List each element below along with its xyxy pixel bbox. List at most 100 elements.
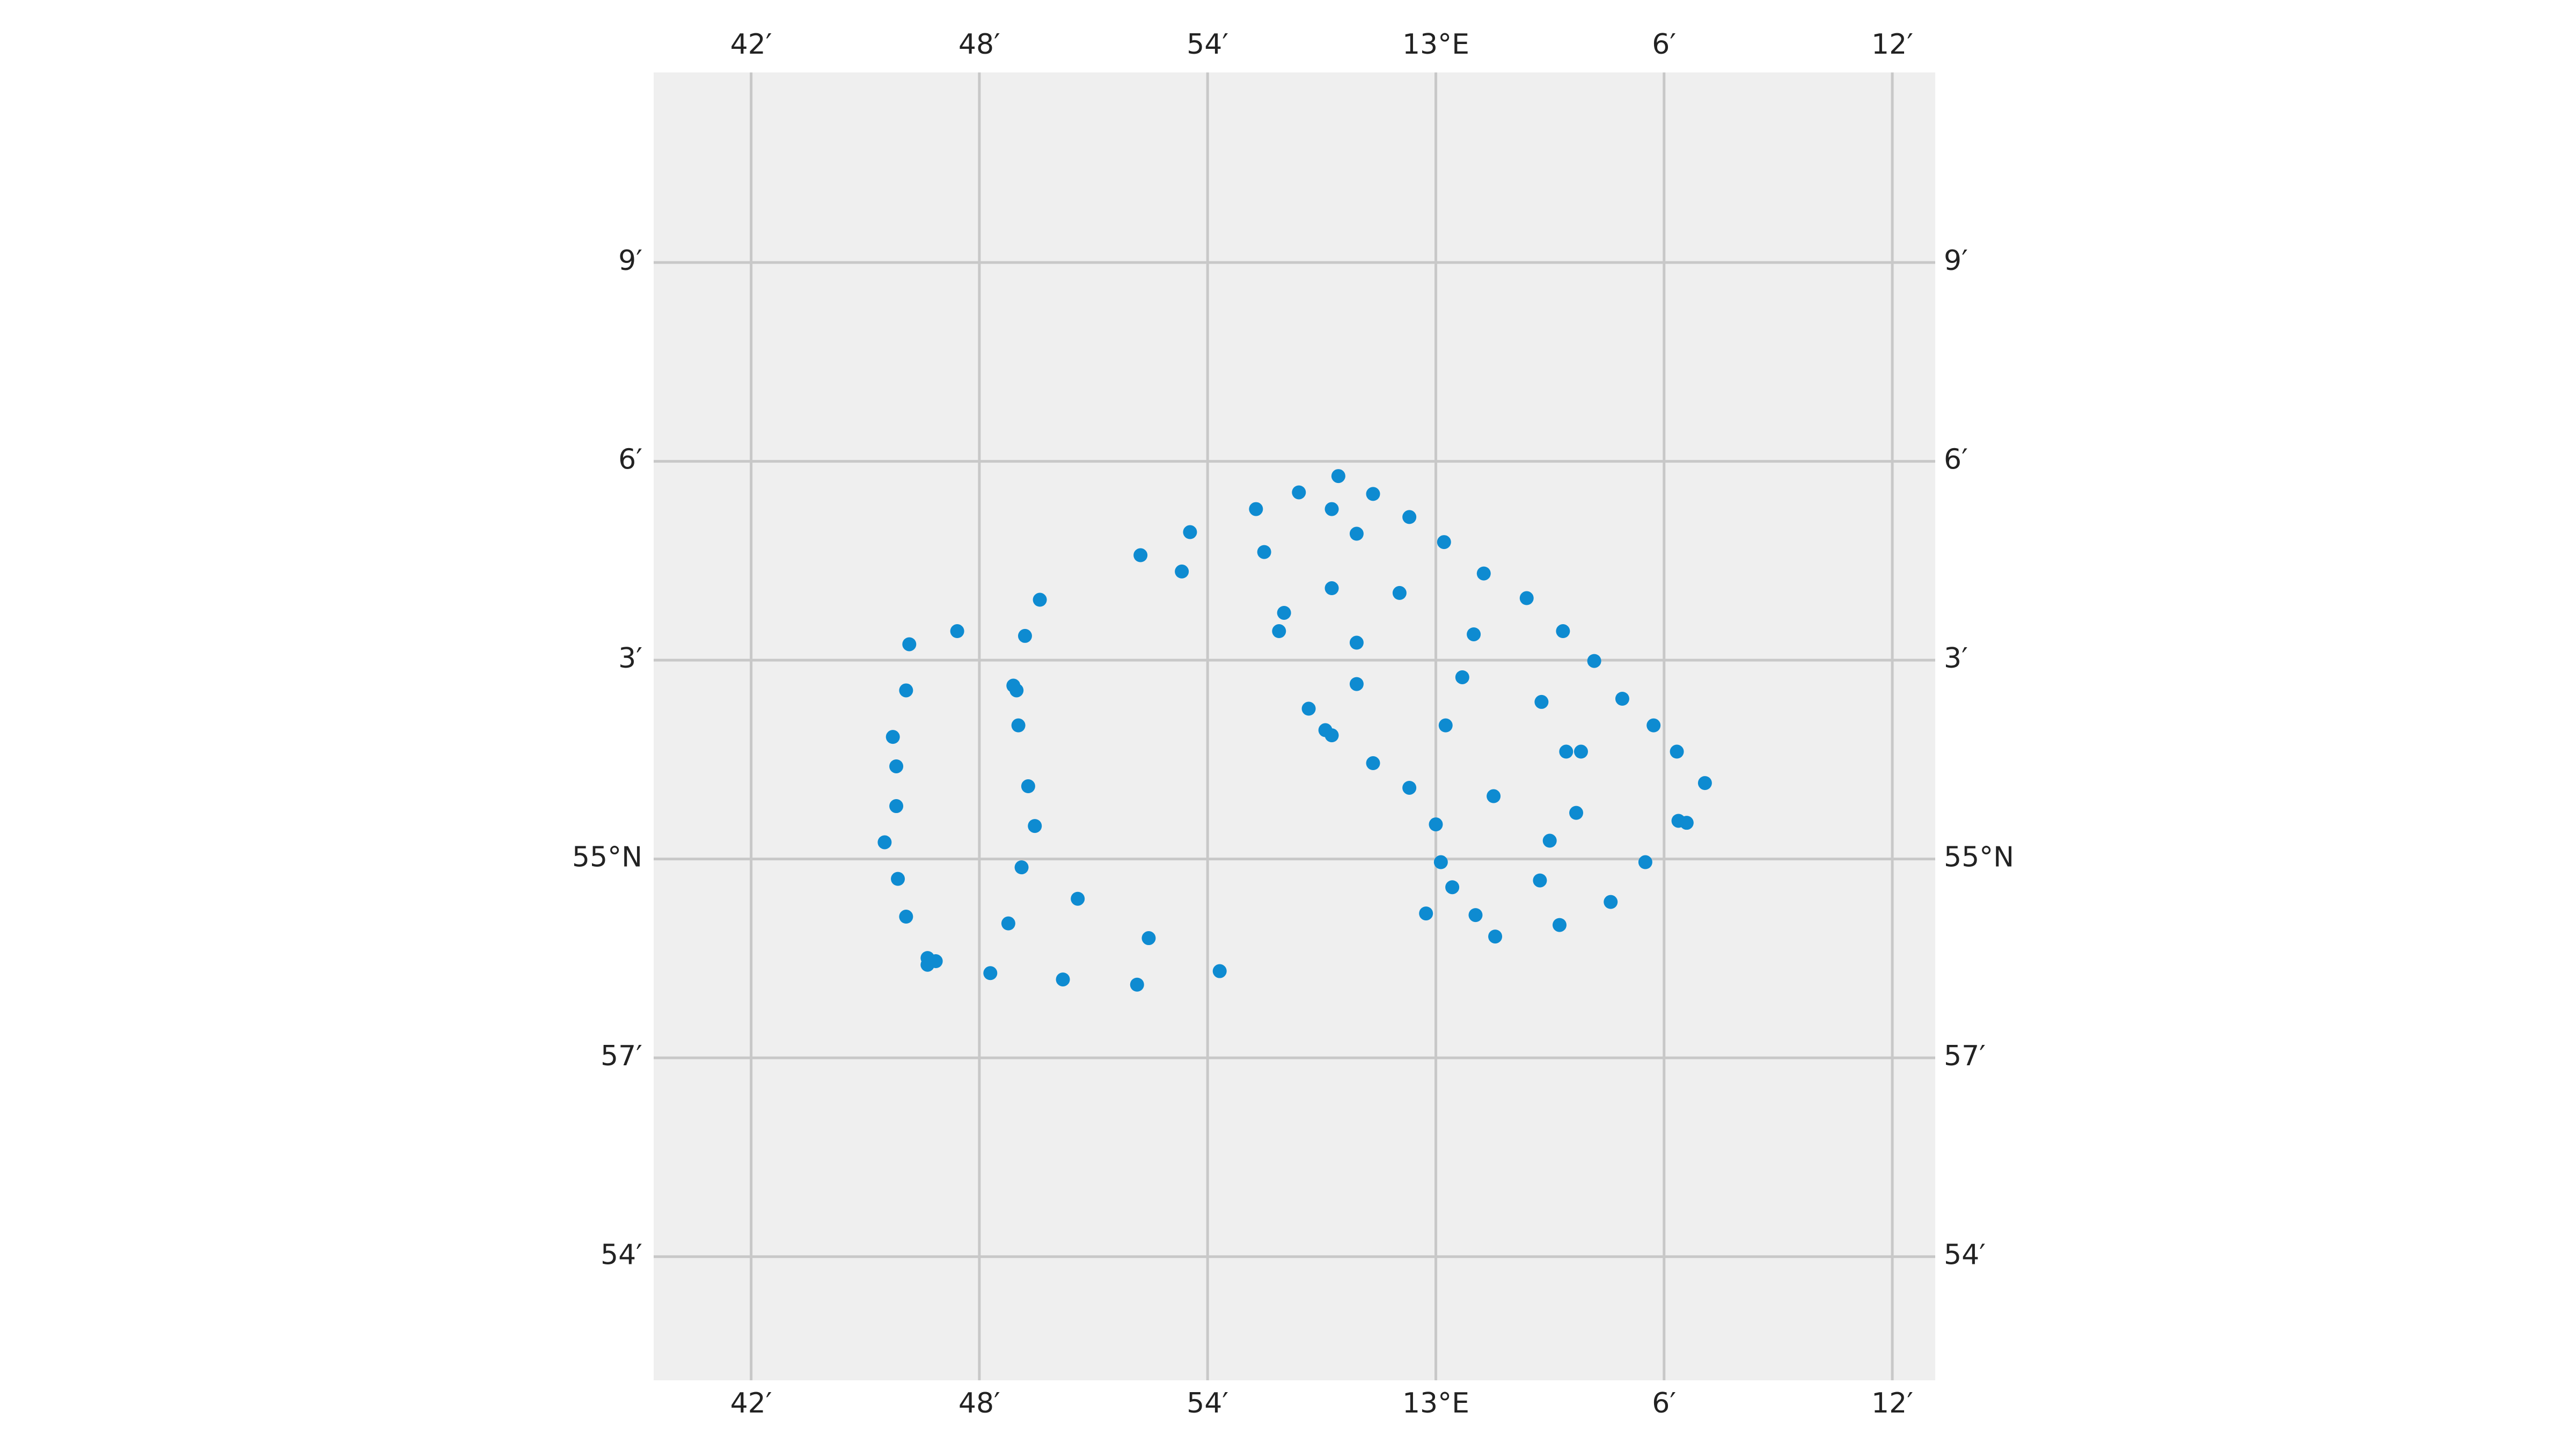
point xyxy=(1249,502,1263,516)
point xyxy=(1018,628,1032,643)
point xyxy=(1534,694,1549,709)
point xyxy=(889,799,904,814)
point xyxy=(1130,977,1144,992)
point xyxy=(1519,591,1534,605)
point xyxy=(1468,908,1483,923)
y-tick-label-right: 55°N xyxy=(1944,841,2014,874)
point xyxy=(877,835,892,850)
y-tick-label-left: 3′ xyxy=(618,642,642,675)
point xyxy=(1366,487,1380,501)
point xyxy=(1679,816,1694,830)
point xyxy=(1033,592,1047,607)
x-tick-label-bottom: 54′ xyxy=(1187,1387,1228,1419)
y-tick-label-left: 55°N xyxy=(572,841,642,874)
point xyxy=(1455,670,1469,684)
point xyxy=(899,910,913,924)
point xyxy=(1533,873,1547,888)
point xyxy=(1402,780,1417,795)
point xyxy=(1542,833,1557,848)
point xyxy=(1331,469,1345,484)
point xyxy=(889,759,904,773)
x-tick-label-bottom: 42′ xyxy=(730,1387,772,1419)
point xyxy=(1324,502,1339,516)
point xyxy=(1009,683,1024,698)
point xyxy=(1028,819,1042,833)
point xyxy=(1021,779,1035,794)
point xyxy=(1556,624,1570,639)
point xyxy=(1324,728,1339,743)
x-tick-label-bottom: 6′ xyxy=(1652,1387,1676,1419)
x-tick-label-top: 54′ xyxy=(1187,28,1228,61)
y-tick-label-left: 6′ xyxy=(618,444,642,476)
point xyxy=(1257,545,1271,559)
x-tick-label-bottom: 13°E xyxy=(1402,1387,1469,1419)
y-tick-label-left: 57′ xyxy=(601,1040,642,1072)
point xyxy=(1392,586,1407,600)
y-tick-label-right: 54′ xyxy=(1944,1239,1986,1271)
point xyxy=(1175,564,1189,579)
x-tick-label-bottom: 12′ xyxy=(1871,1387,1913,1419)
point xyxy=(1272,624,1286,639)
point xyxy=(950,624,964,639)
point xyxy=(891,872,905,886)
y-tick-label-left: 54′ xyxy=(601,1239,642,1271)
point xyxy=(1467,627,1481,641)
point xyxy=(1133,548,1148,562)
point xyxy=(902,637,917,652)
point xyxy=(1559,744,1574,759)
point xyxy=(1349,526,1364,541)
y-tick-label-left: 9′ xyxy=(618,245,642,277)
point xyxy=(1071,891,1085,906)
point xyxy=(1488,930,1503,944)
y-tick-label-right: 3′ xyxy=(1944,642,1968,675)
x-tick-label-top: 48′ xyxy=(958,28,1000,61)
point xyxy=(1445,880,1460,895)
x-tick-label-top: 12′ xyxy=(1871,28,1913,61)
y-tick-label-right: 9′ xyxy=(1944,245,1968,277)
point xyxy=(1301,701,1316,716)
point xyxy=(1212,964,1227,978)
point xyxy=(1615,692,1629,706)
point xyxy=(1438,718,1453,733)
point xyxy=(1419,906,1433,921)
point xyxy=(1587,654,1601,668)
point xyxy=(983,966,998,980)
point xyxy=(885,730,900,744)
point xyxy=(1183,525,1197,539)
point xyxy=(1141,931,1156,946)
point xyxy=(1487,789,1501,803)
point xyxy=(1366,756,1380,771)
point xyxy=(1552,918,1567,932)
point xyxy=(899,683,913,698)
y-tick-label-right: 57′ xyxy=(1944,1040,1986,1072)
point xyxy=(1574,744,1588,759)
point xyxy=(1569,806,1584,820)
point xyxy=(1011,718,1026,733)
point xyxy=(1014,860,1029,875)
point xyxy=(1429,817,1443,832)
point xyxy=(1433,855,1448,869)
point xyxy=(1056,972,1070,987)
point xyxy=(1292,485,1306,500)
point xyxy=(920,957,935,972)
point xyxy=(1670,744,1684,759)
point xyxy=(1277,605,1291,620)
point xyxy=(1437,535,1451,550)
point xyxy=(1697,776,1712,791)
point xyxy=(1646,718,1661,733)
point xyxy=(1604,895,1618,909)
y-tick-label-right: 6′ xyxy=(1944,444,1968,476)
x-tick-label-top: 42′ xyxy=(730,28,772,61)
point xyxy=(1324,581,1339,596)
x-tick-label-bottom: 48′ xyxy=(958,1387,1000,1419)
point xyxy=(1638,855,1652,869)
point xyxy=(1001,916,1015,931)
x-tick-label-top: 13°E xyxy=(1402,28,1469,61)
point xyxy=(1349,635,1364,650)
point xyxy=(1476,566,1491,581)
x-tick-label-top: 6′ xyxy=(1652,28,1676,61)
map-background xyxy=(654,72,1935,1380)
point xyxy=(1349,677,1364,691)
point xyxy=(1402,510,1417,524)
